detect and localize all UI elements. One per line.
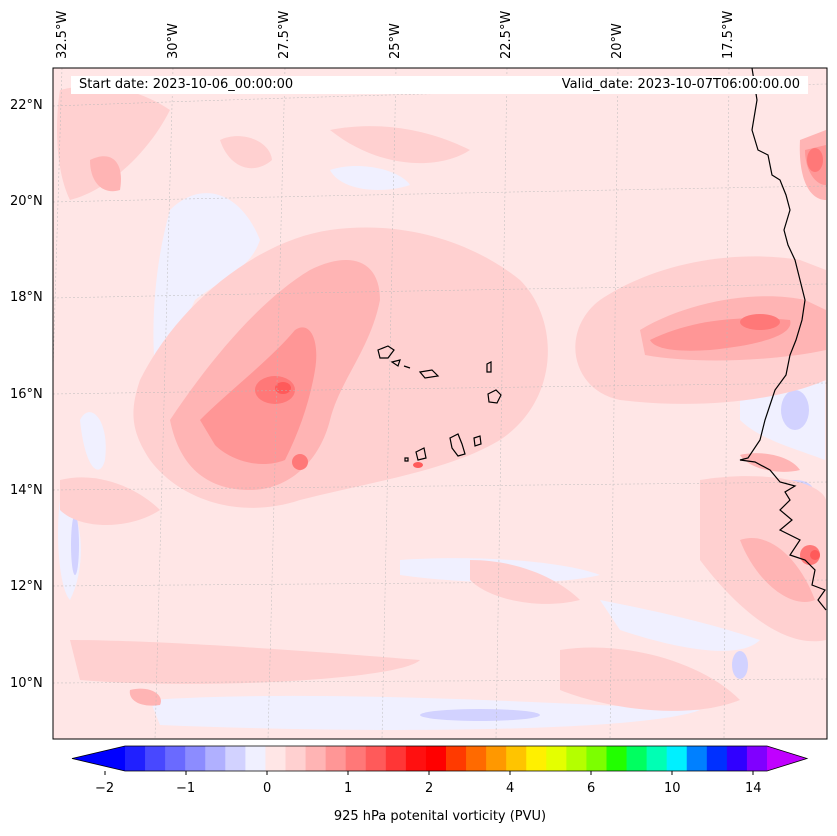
lat-label-12n: 12°N	[10, 579, 43, 594]
colorbar-cell	[506, 746, 527, 771]
map-frame	[52, 67, 828, 740]
colorbar-cell	[185, 746, 206, 771]
colorbar-cell	[606, 746, 628, 771]
colorbar-cell	[285, 746, 307, 771]
colorbar-ticks	[104, 771, 754, 775]
colorbar-cell	[546, 746, 567, 771]
lat-label-10n: 10°N	[10, 676, 43, 691]
colorbar-cell	[686, 746, 708, 771]
colorbar-cell	[245, 746, 266, 771]
colorbar-cell	[566, 746, 587, 771]
date-banner	[71, 76, 808, 94]
colorbar-cell	[626, 746, 648, 771]
lat-label-18n: 18°N	[10, 290, 43, 305]
colorbar-cell	[125, 746, 146, 771]
cbar-tick-label: 4	[506, 781, 515, 796]
cbar-tick-label: 6	[587, 781, 596, 796]
colorbar-cell	[666, 746, 688, 771]
colorbar-cell	[726, 746, 748, 771]
colorbar-cell	[706, 746, 728, 771]
colorbar-cell	[365, 746, 387, 771]
colorbar-cell	[265, 746, 286, 771]
colorbar-cell	[165, 746, 186, 771]
colorbar-cell	[345, 746, 367, 771]
colorbar-cell	[325, 746, 347, 771]
cbar-tick-label: 0	[263, 781, 272, 796]
lat-label-22n: 22°N	[10, 98, 43, 113]
colorbar-cell	[385, 746, 407, 771]
colorbar-cell	[646, 746, 668, 771]
colorbar-extend-high	[767, 746, 807, 771]
cbar-tick-label: 14	[745, 781, 762, 796]
cbar-tick-label: −1	[176, 781, 196, 796]
colorbar-extend-low	[72, 746, 125, 771]
lat-label-16n: 16°N	[10, 387, 43, 402]
africa-coastline	[739, 68, 827, 611]
colorbar-cell	[305, 746, 327, 771]
colorbar-outline	[71, 745, 809, 772]
cbar-tick-label: 1	[344, 781, 353, 796]
colorbar-cell	[746, 746, 768, 771]
colorbar-cell	[225, 746, 246, 771]
colorbar-cell	[586, 746, 607, 771]
colorbar-cell	[466, 746, 487, 771]
lat-label-14n: 14°N	[10, 483, 43, 498]
colorbar-cell	[145, 746, 166, 771]
colorbar-cell	[446, 746, 467, 771]
colorbar-cell	[526, 746, 547, 771]
cbar-tick-label: 10	[664, 781, 681, 796]
colorbar-cells	[71, 745, 809, 772]
positive-pv-peak	[275, 382, 820, 560]
colorbar-cell	[425, 746, 447, 771]
cbar-tick-label: −2	[95, 781, 115, 796]
valid-date: Valid_date: 2023-10-07T06:00:00.00	[561, 77, 800, 92]
cape-verde-islands	[377, 345, 502, 462]
start-date: Start date: 2023-10-06_00:00:00	[79, 77, 294, 92]
colorbar-title: 925 hPa potenital vorticity (PVU)	[333, 809, 547, 824]
lat-label-20n: 20°N	[10, 194, 43, 209]
colorbar-cell	[486, 746, 507, 771]
cbar-tick-label: 2	[425, 781, 434, 796]
colorbar-cell	[405, 746, 427, 771]
colorbar-cell	[205, 746, 226, 771]
